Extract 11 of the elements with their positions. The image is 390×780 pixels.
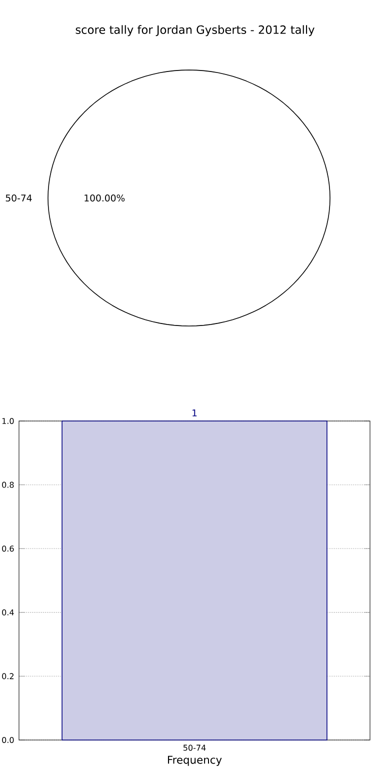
y-tick-label: 0.0 [2,736,14,744]
chart-title: score tally for Jordan Gysberts - 2012 tally [76,25,314,36]
y-tick-label: 0.8 [2,482,14,488]
y-tick-label: 1.0 [2,418,14,424]
data-label: 1 [192,409,197,416]
data-label: 100.00% [84,194,125,202]
y-tick-label: 0.2 [2,673,14,680]
y-tick-label: 0.4 [2,609,14,616]
x-axis-title: Frequency [168,756,222,766]
y-tick-label: 0.6 [2,546,14,552]
slice-label: 50-74 [6,194,32,202]
